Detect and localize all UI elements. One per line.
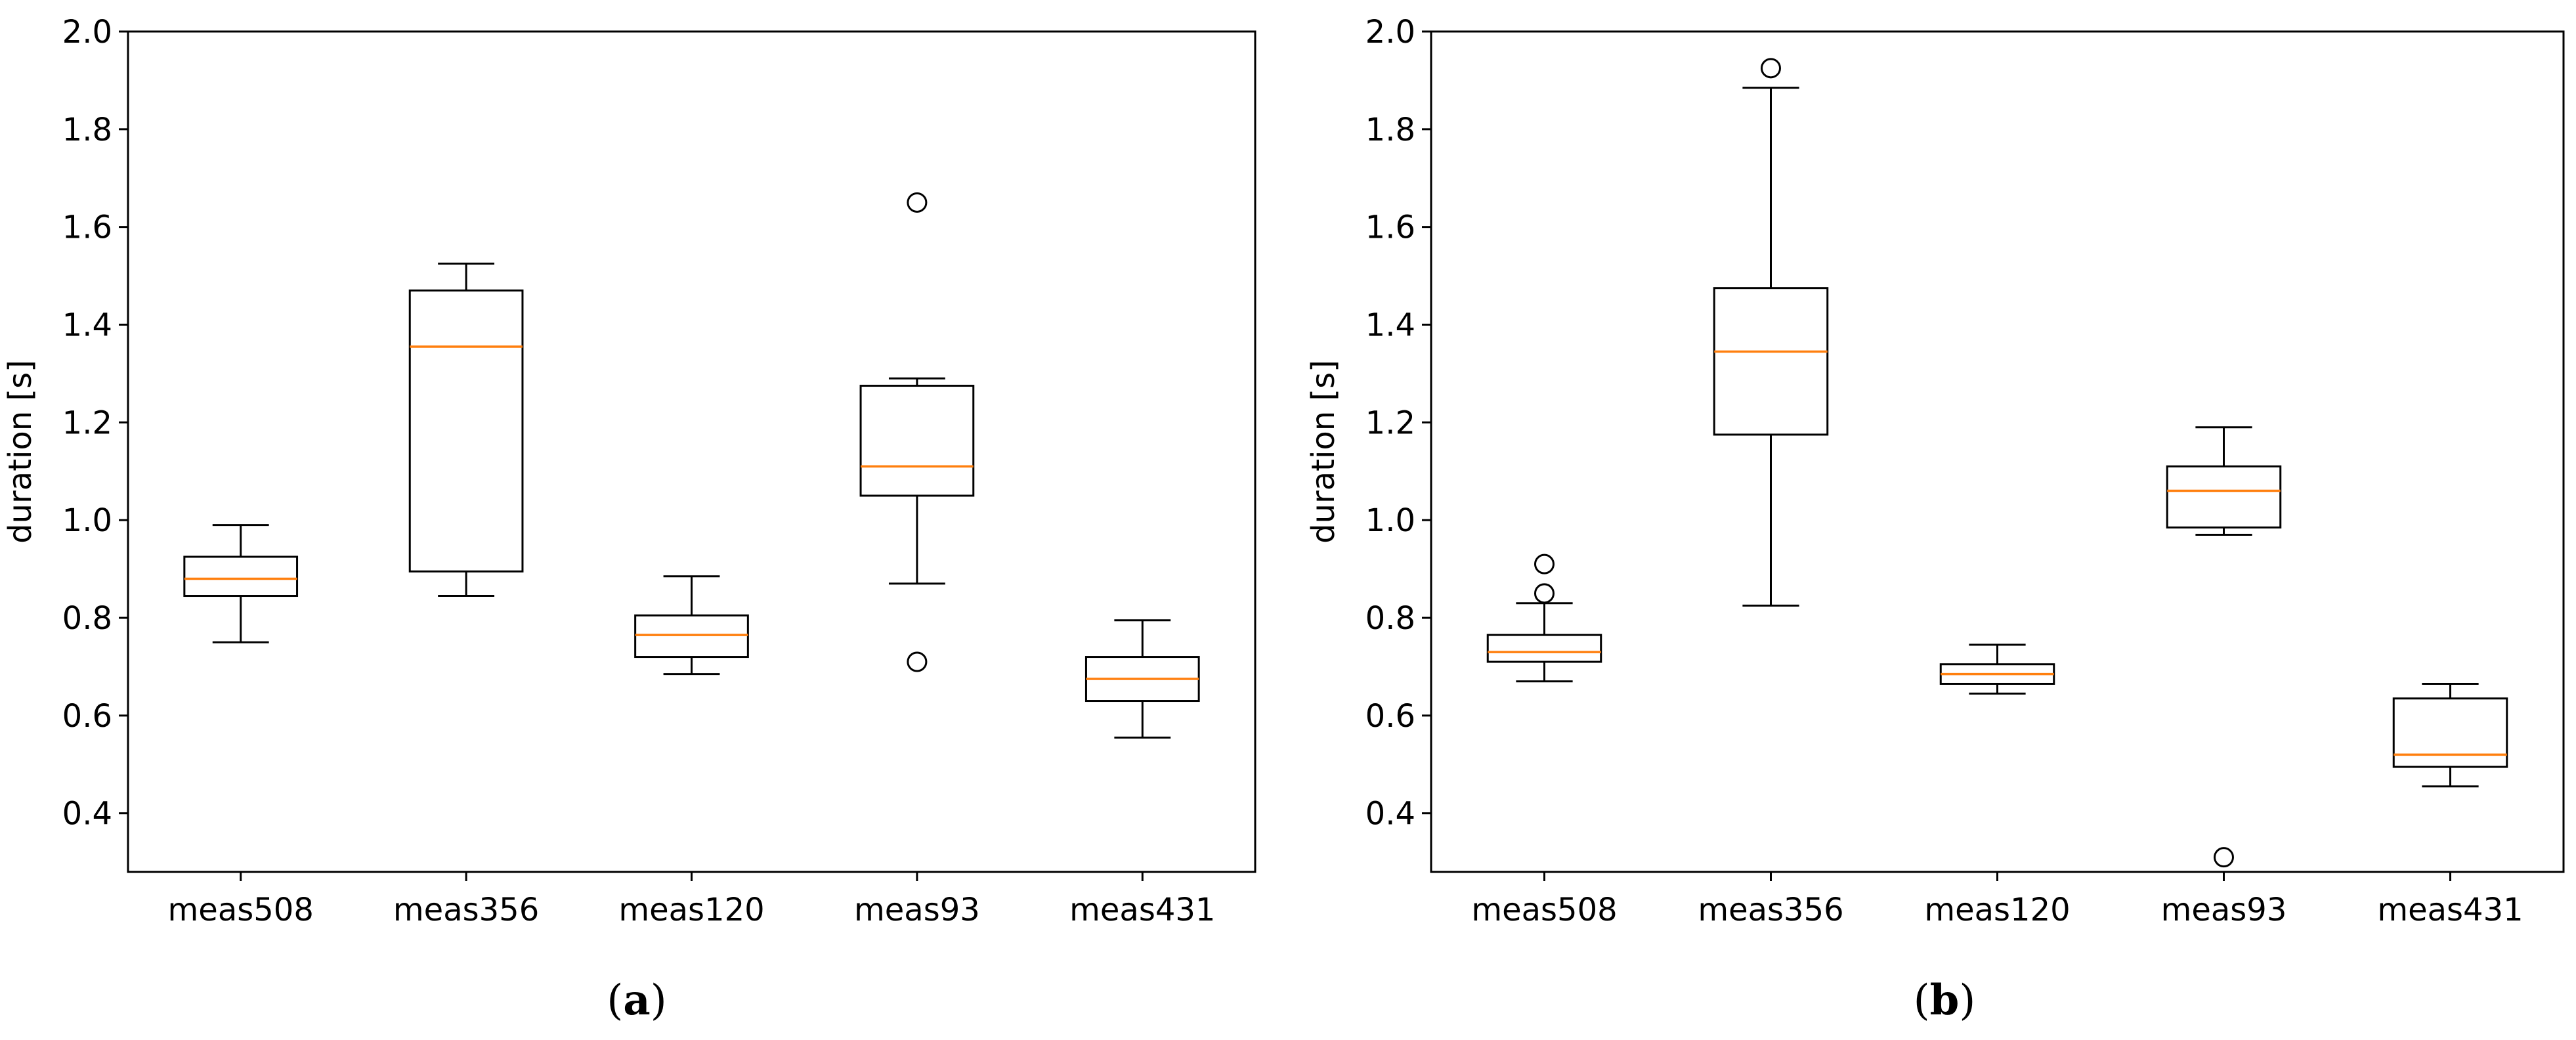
box-iqr (1713, 287, 1829, 436)
y-tick-label: 1.2 (62, 404, 112, 441)
x-tick-label: meas431 (2377, 892, 2523, 928)
box-iqr (634, 614, 749, 659)
box-meas431 (1084, 619, 1200, 739)
box-meas508 (183, 524, 299, 643)
x-tick-label: meas93 (854, 892, 980, 928)
y-tick-label: 1.4 (62, 307, 112, 344)
y-tick-label: 0.8 (1365, 600, 1415, 637)
y-axis-label: duration [s] (2, 360, 39, 544)
box-iqr (2166, 465, 2282, 529)
outlier-point (907, 192, 928, 213)
subcaption-close-paren: ) (651, 976, 667, 1025)
x-tick-label: meas120 (1924, 892, 2070, 928)
x-tick-label: meas120 (618, 892, 764, 928)
box-iqr (859, 385, 975, 497)
box-meas93 (859, 192, 975, 672)
box-iqr (183, 555, 299, 597)
outlier-point (1761, 58, 1781, 79)
y-tick-label: 1.2 (1365, 404, 1415, 441)
box-meas356 (408, 262, 524, 597)
y-tick-label: 1.8 (1365, 112, 1415, 148)
x-tick-label: meas93 (2161, 892, 2287, 928)
y-tick-label: 1.6 (62, 209, 112, 246)
x-tick-label: meas356 (1698, 892, 1843, 928)
subcaption-letter: b (1930, 976, 1960, 1025)
y-tick-label: 1.0 (62, 502, 112, 539)
x-tick-label: meas356 (393, 892, 539, 928)
y-tick-label: 1.8 (62, 112, 112, 148)
y-tick-label: 0.4 (1365, 796, 1415, 833)
y-tick-label: 0.8 (62, 600, 112, 637)
subcaption-open-paren: ( (1914, 976, 1930, 1025)
subcaption: (a) (607, 976, 666, 1025)
box-meas508 (1486, 553, 1602, 683)
box-meas120 (634, 575, 749, 676)
box-meas93 (2166, 426, 2282, 868)
chart-panel-a: 0.4 0.6 0.8 1.0 1.2 1.4 1.6 1.8 2.0 duration [s] m… (2, 14, 1256, 1025)
outlier-point (1534, 583, 1555, 604)
y-axis-label: duration [s] (1305, 360, 1342, 544)
y-tick-label: 0.6 (1365, 698, 1415, 735)
subcaption: (b) (1914, 976, 1976, 1025)
y-tick-label: 0.6 (62, 698, 112, 735)
box-iqr (1486, 634, 1602, 663)
subcaption-close-paren: ) (1959, 976, 1975, 1025)
box-iqr (408, 289, 524, 573)
y-tick-label: 1.0 (1365, 502, 1415, 539)
box-meas356 (1713, 58, 1829, 607)
box-meas431 (2392, 682, 2508, 788)
y-tick-label: 1.6 (1365, 209, 1415, 246)
plot-frame (127, 30, 1256, 873)
x-tick-label: meas508 (1471, 892, 1617, 928)
y-tick-label: 1.4 (1365, 307, 1415, 344)
y-tick-label: 2.0 (62, 14, 112, 51)
subcaption-letter: a (623, 976, 650, 1025)
y-tick-label: 2.0 (1365, 14, 1415, 51)
x-tick-label: meas508 (168, 892, 314, 928)
subcaption-open-paren: ( (607, 976, 623, 1025)
box-iqr (2392, 697, 2508, 768)
outlier-point (1534, 553, 1555, 574)
y-tick-label: 0.4 (62, 796, 112, 833)
box-meas120 (1939, 643, 2055, 695)
chart-panel-b: 0.4 0.6 0.8 1.0 1.2 1.4 1.6 1.8 2.0 duration [s] m… (1305, 14, 2565, 1025)
outlier-point (907, 651, 928, 672)
x-tick-label: meas431 (1069, 892, 1215, 928)
outlier-point (2214, 847, 2234, 868)
